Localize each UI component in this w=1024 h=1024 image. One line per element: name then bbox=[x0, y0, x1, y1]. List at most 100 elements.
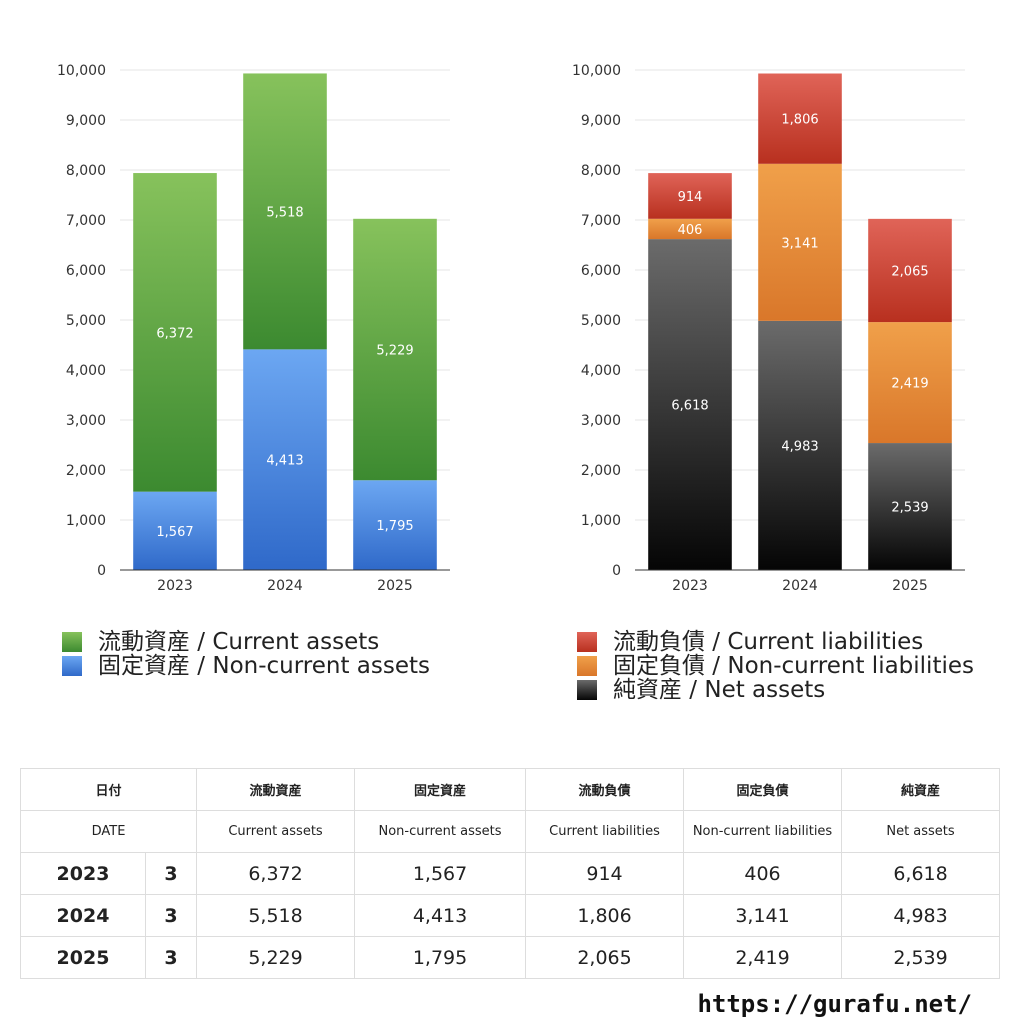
cell-non-current-assets: 1,567 bbox=[354, 852, 527, 895]
table-header-row-en: DATE Current assets Non-current assets C… bbox=[19, 810, 1001, 853]
bar-net-assets-2023 bbox=[648, 239, 732, 570]
bar-non-current-assets-2025 bbox=[353, 480, 437, 570]
legend-label-non-current-assets: 固定資産 / Non-current assets bbox=[98, 653, 431, 679]
header-non-current-liabilities-jp: 固定負債 bbox=[683, 768, 843, 811]
bar-value-label: 3,141 bbox=[781, 236, 818, 251]
bar-value-label: 1,795 bbox=[376, 519, 413, 534]
y-tick-label: 0 bbox=[612, 563, 621, 579]
legend-label-current-liabilities: 流動負債 / Current liabilities bbox=[613, 629, 924, 655]
legend-item-net-assets: 純資産 / Net assets bbox=[577, 678, 974, 702]
cell-net-assets: 2,539 bbox=[841, 936, 1001, 979]
cell-non-current-assets: 1,795 bbox=[354, 936, 527, 979]
cell-current-assets: 6,372 bbox=[196, 852, 356, 895]
y-tick-label: 1,000 bbox=[581, 513, 621, 529]
bar-value-label: 4,983 bbox=[781, 439, 818, 454]
table-row: 2023 3 6,372 1,567 914 406 6,618 bbox=[20, 852, 1001, 895]
legend-swatch-current-liabilities bbox=[577, 632, 597, 652]
cell-current-liabilities: 1,806 bbox=[525, 894, 685, 937]
bar-value-label: 6,618 bbox=[671, 399, 708, 414]
row-month: 3 bbox=[144, 852, 198, 895]
table-row: 2024 3 5,518 4,413 1,806 3,141 4,983 bbox=[20, 894, 1001, 937]
y-tick-label: 4,000 bbox=[66, 363, 106, 379]
cell-non-current-liabilities: 406 bbox=[683, 852, 843, 895]
bar-current-liabilities-2025 bbox=[868, 218, 952, 323]
cell-current-liabilities: 2,065 bbox=[525, 936, 685, 979]
y-tick-label: 5,000 bbox=[66, 313, 106, 329]
y-tick-label: 1,000 bbox=[66, 513, 106, 529]
footer-url[interactable]: https://gurafu.net/ bbox=[697, 990, 972, 1018]
bar-value-label: 2,419 bbox=[891, 377, 928, 392]
bar-current-assets-2024 bbox=[243, 73, 327, 350]
cell-current-assets: 5,518 bbox=[196, 894, 356, 937]
legend-item-non-current-assets: 固定資産 / Non-current assets bbox=[62, 654, 430, 678]
bar-non-current-liabilities-2025 bbox=[868, 322, 952, 444]
x-tick-label: 2023 bbox=[157, 578, 193, 594]
bar-value-label: 5,518 bbox=[266, 205, 303, 220]
y-tick-label: 10,000 bbox=[572, 63, 621, 79]
header-current-liabilities-en: Current liabilities bbox=[525, 810, 685, 853]
x-tick-label: 2024 bbox=[782, 578, 818, 594]
assets-chart: 0 1,000 2,000 3,000 4,000 5,000 6,000 7,000 8,00… bbox=[57, 63, 450, 594]
legend-swatch-non-current-liabilities bbox=[577, 656, 597, 676]
cell-non-current-assets: 4,413 bbox=[354, 894, 527, 937]
header-net-assets-en: Net assets bbox=[841, 810, 1001, 853]
y-tick-label: 3,000 bbox=[66, 413, 106, 429]
cell-non-current-liabilities: 3,141 bbox=[683, 894, 843, 937]
header-current-liabilities-jp: 流動負債 bbox=[525, 768, 685, 811]
y-tick-label: 6,000 bbox=[581, 263, 621, 279]
cell-net-assets: 6,618 bbox=[841, 852, 1001, 895]
bar-value-label: 1,567 bbox=[156, 525, 193, 540]
y-tick-label: 9,000 bbox=[66, 113, 106, 129]
bar-non-current-assets-2024 bbox=[243, 349, 327, 570]
bar-value-label: 914 bbox=[678, 190, 703, 205]
y-tick-label: 7,000 bbox=[581, 213, 621, 229]
bar-non-current-liabilities-2023 bbox=[648, 218, 732, 240]
bar-current-liabilities-2023 bbox=[648, 173, 732, 219]
bar-value-label: 2,065 bbox=[891, 264, 928, 279]
legend-label-current-assets: 流動資産 / Current assets bbox=[98, 629, 380, 655]
legend-left: 流動資産 / Current assets 固定資産 / Non-current… bbox=[62, 630, 430, 678]
legend-item-current-liabilities: 流動負債 / Current liabilities bbox=[577, 630, 974, 654]
header-non-current-liabilities-en: Non-current liabilities bbox=[683, 810, 843, 853]
y-tick-label: 7,000 bbox=[66, 213, 106, 229]
x-tick-label: 2025 bbox=[377, 578, 413, 594]
cell-non-current-liabilities: 2,419 bbox=[683, 936, 843, 979]
bar-value-label: 4,413 bbox=[266, 454, 303, 469]
bar-value-label: 5,229 bbox=[376, 344, 413, 359]
cell-current-liabilities: 914 bbox=[525, 852, 685, 895]
cell-net-assets: 4,983 bbox=[841, 894, 1001, 937]
x-tick-label: 2023 bbox=[672, 578, 708, 594]
bar-value-label: 1,806 bbox=[781, 113, 818, 128]
table-row: 2025 3 5,229 1,795 2,065 2,419 2,539 bbox=[20, 936, 1001, 979]
legend-swatch-net-assets bbox=[577, 680, 597, 700]
legend-swatch-current-assets bbox=[62, 632, 82, 652]
x-tick-label: 2025 bbox=[892, 578, 928, 594]
liabilities-chart: 0 1,000 2,000 3,000 4,000 5,000 6,000 7,000 8,00… bbox=[572, 63, 965, 594]
bar-net-assets-2024 bbox=[758, 320, 842, 570]
y-tick-label: 6,000 bbox=[66, 263, 106, 279]
header-date-en: DATE bbox=[19, 810, 198, 853]
row-year: 2025 bbox=[20, 936, 146, 979]
bar-non-current-liabilities-2024 bbox=[758, 163, 842, 321]
bar-value-label: 6,372 bbox=[156, 326, 193, 341]
bar-net-assets-2025 bbox=[868, 443, 952, 570]
y-tick-label: 3,000 bbox=[581, 413, 621, 429]
header-date-jp: 日付 bbox=[19, 768, 198, 811]
legend-label-non-current-liabilities: 固定負債 / Non-current liabilities bbox=[613, 653, 974, 679]
y-tick-label: 8,000 bbox=[66, 163, 106, 179]
bar-non-current-assets-2023 bbox=[133, 491, 217, 570]
table-header-row-jp: 日付 流動資産 固定資産 流動負債 固定負債 純資産 bbox=[19, 768, 1001, 811]
header-non-current-assets-jp: 固定資産 bbox=[354, 768, 527, 811]
y-tick-label: 5,000 bbox=[581, 313, 621, 329]
header-current-assets-jp: 流動資産 bbox=[196, 768, 356, 811]
cell-current-assets: 5,229 bbox=[196, 936, 356, 979]
y-tick-label: 8,000 bbox=[581, 163, 621, 179]
legend-item-non-current-liabilities: 固定負債 / Non-current liabilities bbox=[577, 654, 974, 678]
y-tick-label: 0 bbox=[97, 563, 106, 579]
data-table: 日付 流動資産 固定資産 流動負債 固定負債 純資産 DATE Current … bbox=[19, 768, 1001, 979]
row-year: 2023 bbox=[20, 852, 146, 895]
header-net-assets-jp: 純資産 bbox=[841, 768, 1001, 811]
legend-right: 流動負債 / Current liabilities 固定負債 / Non-cu… bbox=[577, 630, 974, 702]
bar-current-liabilities-2024 bbox=[758, 73, 842, 164]
bar-value-label: 406 bbox=[678, 223, 703, 238]
